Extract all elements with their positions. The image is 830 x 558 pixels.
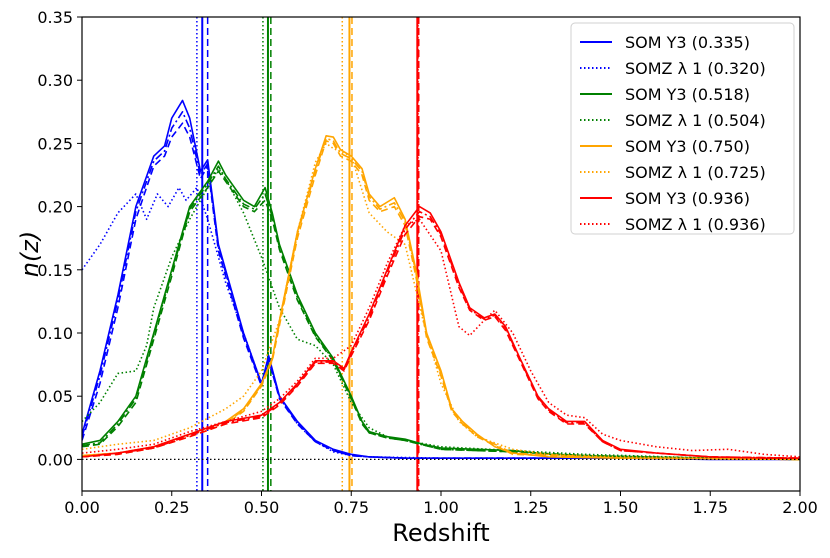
- y-tick-label: 0.20: [37, 198, 73, 217]
- x-tick-label: 1.75: [692, 498, 728, 517]
- series-line-4: [82, 160, 800, 461]
- legend-label-3: SOMZ λ 1 (0.504): [625, 111, 766, 130]
- y-tick-label: 0.05: [37, 387, 73, 406]
- legend-label-1: SOMZ λ 1 (0.320): [625, 59, 766, 78]
- series-line-14: [82, 210, 800, 459]
- x-tick-label: 0.25: [154, 498, 190, 517]
- legend-box: [570, 22, 795, 235]
- series-line-10: [82, 137, 800, 461]
- y-axis-label: n(z): [16, 231, 44, 278]
- series-line-2: [82, 111, 800, 461]
- legend-label-0: SOM Y3 (0.335): [625, 33, 750, 52]
- x-tick-label: 1.00: [423, 498, 459, 517]
- y-tick-label: 0.15: [37, 261, 73, 280]
- legend-label-5: SOMZ λ 1 (0.725): [625, 163, 766, 182]
- legend-label-7: SOMZ λ 1 (0.936): [625, 215, 766, 234]
- y-tick-label: 0.35: [37, 8, 73, 27]
- legend: SOM Y3 (0.335) SOMZ λ 1 (0.320) SOM Y3 (0.…: [570, 22, 795, 235]
- y-axis-ticks: 0.00 0.05 0.10 0.15 0.20 0.25 0.30 0.35: [37, 8, 82, 469]
- series-line-6: [82, 165, 800, 461]
- x-tick-label: 0.00: [64, 498, 100, 517]
- y-tick-label: 0.25: [37, 134, 73, 153]
- y-tick-label: 0.00: [37, 450, 73, 469]
- series-line-3: [82, 186, 800, 461]
- x-tick-label: 1.25: [513, 498, 549, 517]
- legend-label-6: SOM Y3 (0.936): [625, 189, 750, 208]
- series-line-11: [82, 142, 800, 461]
- x-tick-label: 2.00: [782, 498, 818, 517]
- x-tick-label: 0.50: [244, 498, 280, 517]
- series-line-12: [82, 205, 800, 459]
- x-tick-label: 0.75: [333, 498, 369, 517]
- x-axis-label: Redshift: [392, 519, 489, 547]
- series-line-15: [82, 218, 800, 458]
- y-tick-label: 0.10: [37, 324, 73, 343]
- legend-label-4: SOM Y3 (0.750): [625, 137, 750, 156]
- x-tick-label: 1.50: [603, 498, 639, 517]
- y-tick-label: 0.30: [37, 71, 73, 90]
- series-group: [82, 99, 800, 461]
- legend-label-2: SOM Y3 (0.518): [625, 85, 750, 104]
- series-line-13: [82, 215, 800, 459]
- x-axis-ticks: 0.00 0.25 0.50 0.75 1.00 1.25 1.50 1.75 2.00: [64, 491, 818, 517]
- series-line-7: [82, 167, 800, 461]
